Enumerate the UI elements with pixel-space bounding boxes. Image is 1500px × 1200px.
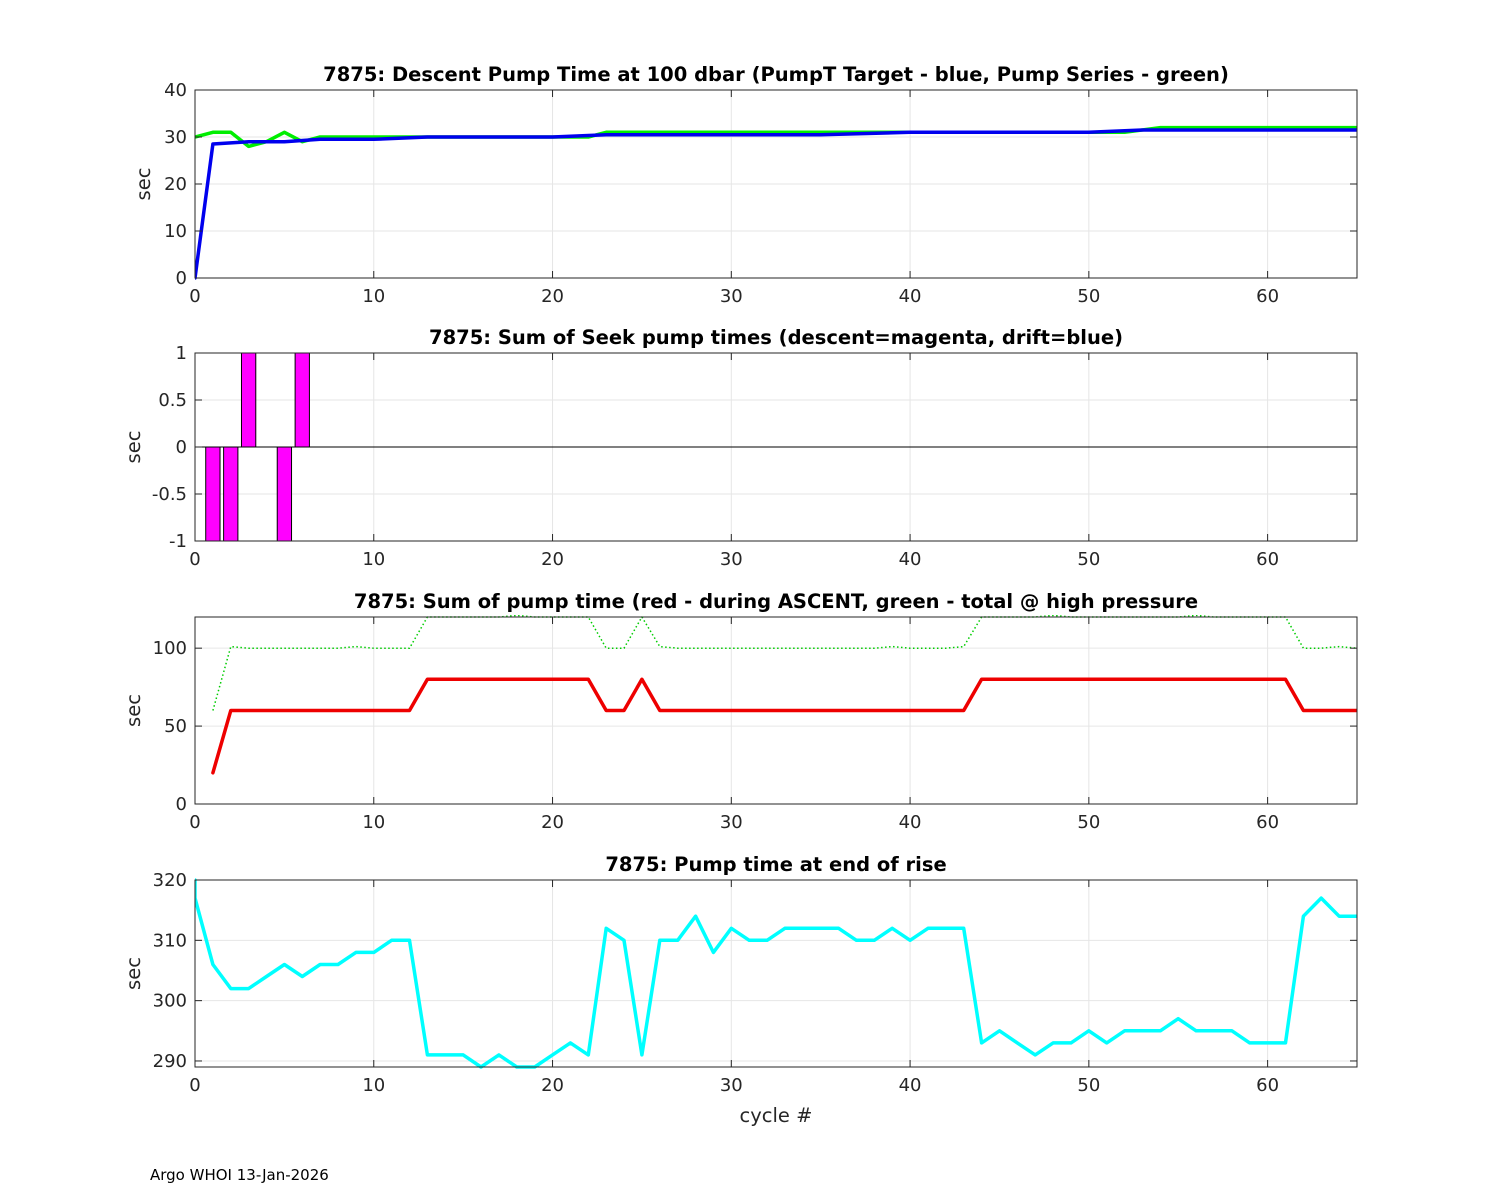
chart-title: 7875: Sum of Seek pump times (descent=ma… <box>429 326 1123 349</box>
y-tick-label: -0.5 <box>152 484 187 505</box>
y-tick-label: 320 <box>153 870 187 891</box>
x-tick-label: 20 <box>541 286 564 307</box>
y-tick-label: 0 <box>176 437 187 458</box>
x-tick-label: 40 <box>899 1075 922 1096</box>
y-tick-label: -1 <box>169 531 187 552</box>
y-tick-label: 30 <box>164 127 187 148</box>
x-tick-label: 60 <box>1256 1075 1279 1096</box>
y-axis-label: sec <box>122 957 145 990</box>
y-tick-label: 40 <box>164 80 187 101</box>
x-tick-label: 10 <box>362 1075 385 1096</box>
chart-panel-4: 0 10 20 30 40 50 60 290 300 310 320 7875: Pump time… <box>122 853 1358 1127</box>
plot-area <box>195 880 1357 1067</box>
x-tick-label: 60 <box>1256 549 1279 570</box>
data-layer <box>195 878 1357 1069</box>
x-tick-label: 0 <box>189 286 200 307</box>
bar-3 <box>240 352 257 448</box>
y-axis-label: sec <box>122 694 145 727</box>
chart-panel-1: 0 10 20 30 40 50 60 0 10 20 30 40 7875: Descent Pump… <box>132 63 1358 307</box>
y-tick-label: 20 <box>164 174 187 195</box>
y-axis-label: sec <box>122 431 145 464</box>
x-tick-label: 40 <box>899 286 922 307</box>
x-tick-label: 0 <box>189 549 200 570</box>
y-tick-label: 10 <box>164 221 187 242</box>
x-tick-label: 20 <box>541 549 564 570</box>
x-tick-label: 60 <box>1256 812 1279 833</box>
footer-label: Argo WHOI 13-Jan-2026 <box>150 1166 329 1184</box>
bar-5 <box>294 352 310 448</box>
x-tick-label: 60 <box>1256 286 1279 307</box>
series-line-1 <box>212 615 1357 711</box>
data-layer <box>195 352 1357 542</box>
x-tick-label: 0 <box>189 812 200 833</box>
x-tick-label: 20 <box>541 1075 564 1096</box>
y-tick-label: 0 <box>176 794 187 815</box>
x-tick-label: 20 <box>541 812 564 833</box>
bar-1 <box>205 446 221 542</box>
chart-title: 7875: Descent Pump Time at 100 dbar (Pum… <box>323 63 1229 86</box>
x-tick-label: 50 <box>1077 549 1100 570</box>
x-tick-label: 50 <box>1077 286 1100 307</box>
x-tick-label: 50 <box>1077 812 1100 833</box>
x-tick-label: 30 <box>720 1075 743 1096</box>
data-layer <box>211 615 1357 775</box>
axes-box <box>194 616 1358 805</box>
y-tick-label: 0.5 <box>158 390 187 411</box>
series-line-1 <box>195 878 1357 1069</box>
chart-panel-3: 0 10 20 30 40 50 60 0 50 100 7875: Sum of pump tim… <box>122 590 1358 833</box>
bar-2 <box>223 446 239 542</box>
x-tick-label: 30 <box>720 549 743 570</box>
y-tick-label: 1 <box>176 343 187 364</box>
data-layer <box>195 125 1357 280</box>
x-tick-label: 10 <box>362 549 385 570</box>
y-tick-label: 290 <box>153 1051 187 1072</box>
x-tick-label: 40 <box>899 549 922 570</box>
x-tick-label: 10 <box>362 812 385 833</box>
y-tick-label: 300 <box>153 991 187 1012</box>
series-line-2 <box>211 677 1357 775</box>
x-tick-label: 30 <box>720 812 743 833</box>
x-tick-label: 10 <box>362 286 385 307</box>
x-tick-label: 30 <box>720 286 743 307</box>
bar-4 <box>276 446 293 542</box>
x-axis-label: cycle # <box>740 1104 813 1127</box>
y-tick-label: 50 <box>164 716 187 737</box>
y-tick-label: 310 <box>153 930 187 951</box>
chart-title: 7875: Pump time at end of rise <box>605 853 946 876</box>
x-tick-label: 50 <box>1077 1075 1100 1096</box>
chart-panel-2: 0 10 20 30 40 50 60 -1 -0.5 0 0.5 1 7875: Sum of See… <box>122 326 1358 570</box>
x-tick-label: 40 <box>899 812 922 833</box>
chart-title: 7875: Sum of pump time (red - during ASC… <box>354 590 1198 613</box>
x-tick-label: 0 <box>189 1075 200 1096</box>
y-tick-label: 100 <box>153 638 187 659</box>
series-line-2 <box>195 128 1357 280</box>
axes-box <box>194 879 1358 1068</box>
y-axis-label: sec <box>132 168 155 201</box>
y-tick-label: 0 <box>176 268 187 289</box>
